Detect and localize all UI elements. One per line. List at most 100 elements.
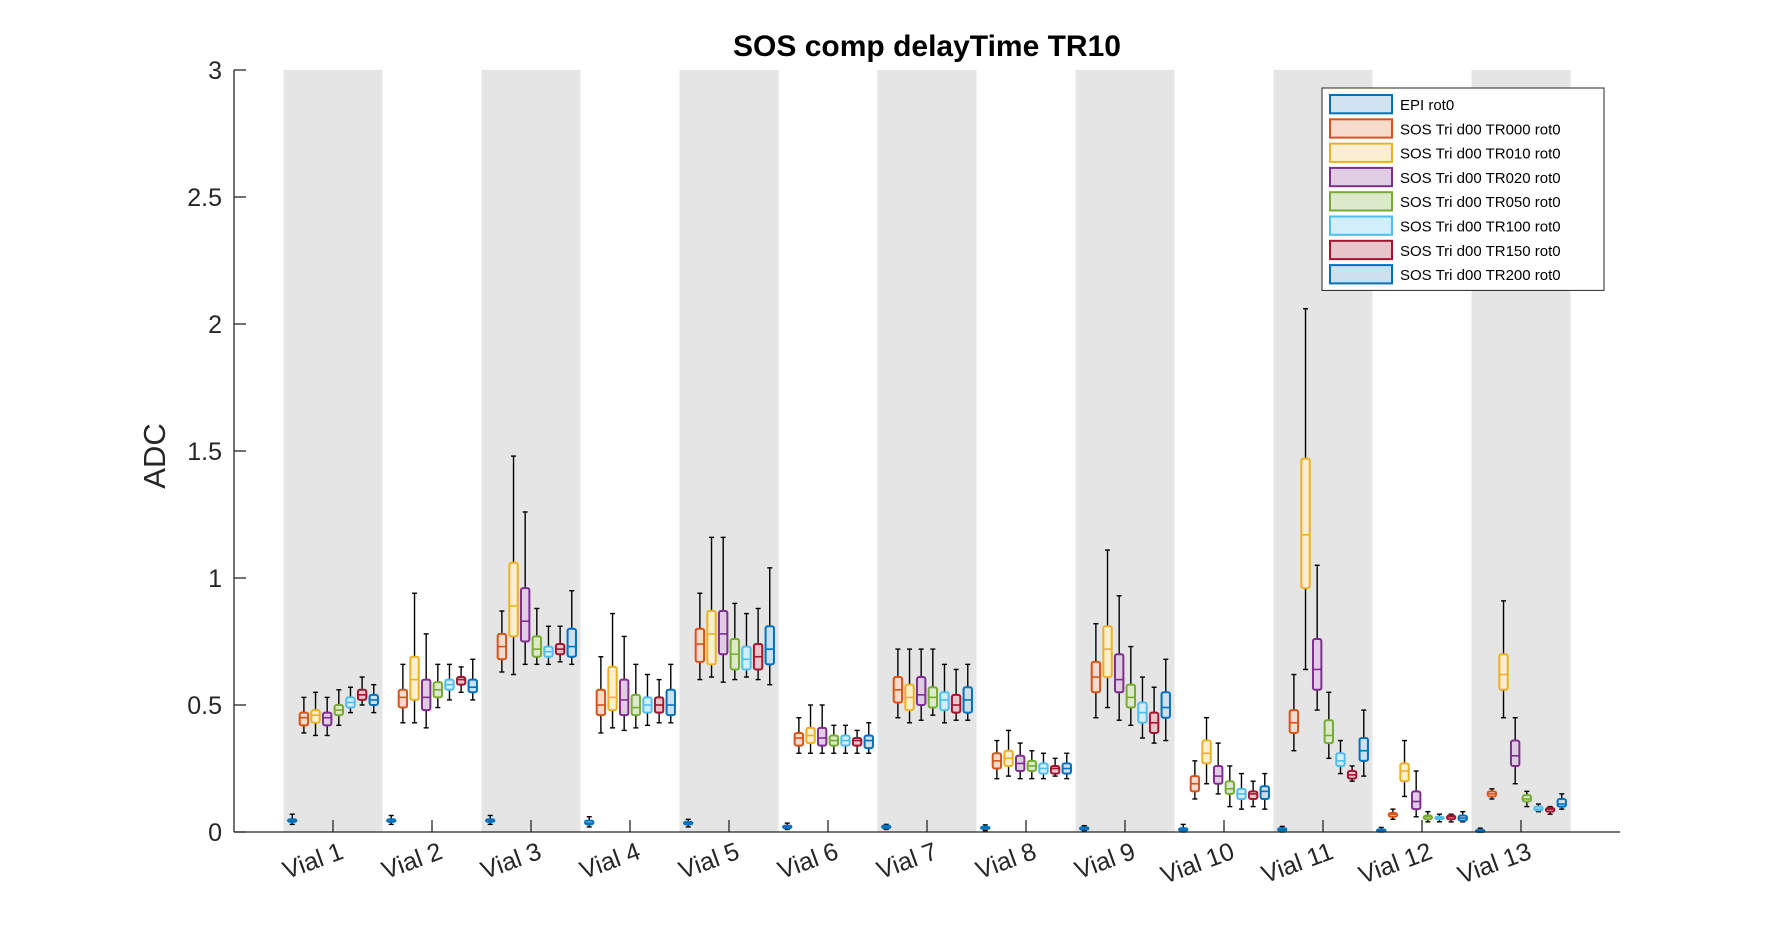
box-iqr <box>1399 762 1410 783</box>
box-mark <box>1137 676 1148 739</box>
box-iqr <box>1102 625 1113 679</box>
box-mark <box>630 663 642 729</box>
box-mark <box>950 668 962 721</box>
box-mark <box>356 676 368 706</box>
box-mark <box>1125 645 1137 727</box>
box-mark <box>1113 595 1125 721</box>
box-mark <box>1457 810 1468 823</box>
legend-swatch <box>1329 118 1393 139</box>
box-iqr <box>950 693 962 714</box>
box-mark <box>508 455 519 676</box>
box-mark <box>1212 742 1224 795</box>
box-mark <box>467 658 478 701</box>
box-iqr <box>566 627 577 658</box>
box-mark <box>345 686 356 714</box>
box-iqr <box>1201 739 1212 765</box>
box-iqr <box>1125 683 1137 709</box>
box-mark <box>1544 805 1556 815</box>
box-mark <box>1003 729 1014 777</box>
box-mark <box>1323 691 1335 760</box>
box-mark <box>1358 709 1369 777</box>
y-tick-label: 1.5 <box>187 438 222 466</box>
box-mark <box>1224 765 1236 808</box>
box-mark <box>828 724 840 754</box>
box-mark <box>1178 823 1189 833</box>
box-iqr <box>298 711 310 727</box>
series-group <box>333 602 1533 823</box>
x-tick-label: Vial 5 <box>675 837 743 885</box>
vial-band <box>877 70 977 832</box>
legend-label: SOS Tri d00 TR200 rot0 <box>1400 267 1561 284</box>
box-mark <box>752 607 764 681</box>
y-tick-label: 3 <box>208 57 222 85</box>
legend-swatch <box>1329 166 1393 188</box>
box-mark <box>287 813 298 826</box>
y-tick-label: 0 <box>208 819 222 847</box>
x-tick-label: Vial 8 <box>972 837 1040 885</box>
box-mark <box>1556 793 1567 810</box>
box-mark <box>1311 564 1323 711</box>
legend-item: SOS Tri d00 TR020 rot0 <box>1329 166 1561 188</box>
box-mark <box>1038 752 1049 780</box>
box-mark <box>1376 826 1387 833</box>
box-mark <box>793 717 805 754</box>
x-tick-label: Vial 3 <box>477 837 545 885</box>
box-mark <box>1079 824 1090 832</box>
box-iqr <box>1358 737 1369 762</box>
box-iqr <box>1556 797 1567 808</box>
box-mark <box>1160 658 1171 742</box>
box-mark <box>1445 813 1457 823</box>
series-group <box>345 612 1544 823</box>
box-mark <box>915 648 927 721</box>
box-iqr <box>694 627 706 663</box>
box-iqr <box>1311 637 1323 691</box>
box-mark <box>321 696 333 737</box>
legend-label: SOS Tri d00 TR150 rot0 <box>1400 243 1561 260</box>
box-iqr <box>1160 691 1171 719</box>
box-mark <box>543 625 554 666</box>
box-mark <box>1410 770 1422 818</box>
box-mark <box>1335 739 1346 775</box>
box-mark <box>1399 739 1410 798</box>
legend-label: SOS Tri d00 TR000 rot0 <box>1400 121 1561 138</box>
box-mark <box>1189 760 1201 800</box>
box-mark <box>694 592 706 681</box>
legend-label: SOS Tri d00 TR010 rot0 <box>1400 146 1561 163</box>
legend-swatch <box>1329 94 1393 115</box>
x-tick-label: Vial 1 <box>279 837 347 885</box>
box-plot-series <box>287 308 1567 833</box>
box-mark <box>805 704 816 754</box>
legend-label: EPI rot0 <box>1400 97 1454 114</box>
box-iqr <box>1113 653 1125 694</box>
series-group <box>310 308 1509 798</box>
box-mark <box>298 696 310 734</box>
box-iqr <box>816 726 828 747</box>
legend-item: SOS Tri d00 TR150 rot0 <box>1329 239 1561 261</box>
legend-swatch <box>1329 264 1393 285</box>
vial-band <box>283 70 383 832</box>
box-mark <box>519 511 531 666</box>
y-tick-label: 1 <box>208 565 222 593</box>
box-mark <box>863 722 874 754</box>
x-tick-label: Vial 13 <box>1454 837 1535 889</box>
box-iqr <box>397 688 409 709</box>
series-group <box>298 592 1498 820</box>
box-iqr <box>455 676 467 686</box>
box-mark <box>683 818 694 828</box>
box-mark <box>1148 686 1160 744</box>
box-iqr <box>630 693 642 717</box>
box-mark <box>881 823 892 831</box>
box-mark <box>566 590 577 666</box>
vial-shading-bands <box>283 70 1571 832</box>
box-mark <box>310 691 321 737</box>
box-mark <box>397 663 409 724</box>
box-mark <box>764 567 775 686</box>
x-tick-label: Vial 12 <box>1355 837 1436 889</box>
box-mark <box>1387 808 1399 820</box>
legend-label: SOS Tri d00 TR020 rot0 <box>1400 170 1561 187</box>
y-tick-label: 2.5 <box>187 184 222 212</box>
box-mark <box>741 612 752 678</box>
box-mark <box>1300 308 1311 671</box>
box-iqr <box>1049 764 1061 775</box>
x-tick-label: Vial 4 <box>576 837 644 885</box>
